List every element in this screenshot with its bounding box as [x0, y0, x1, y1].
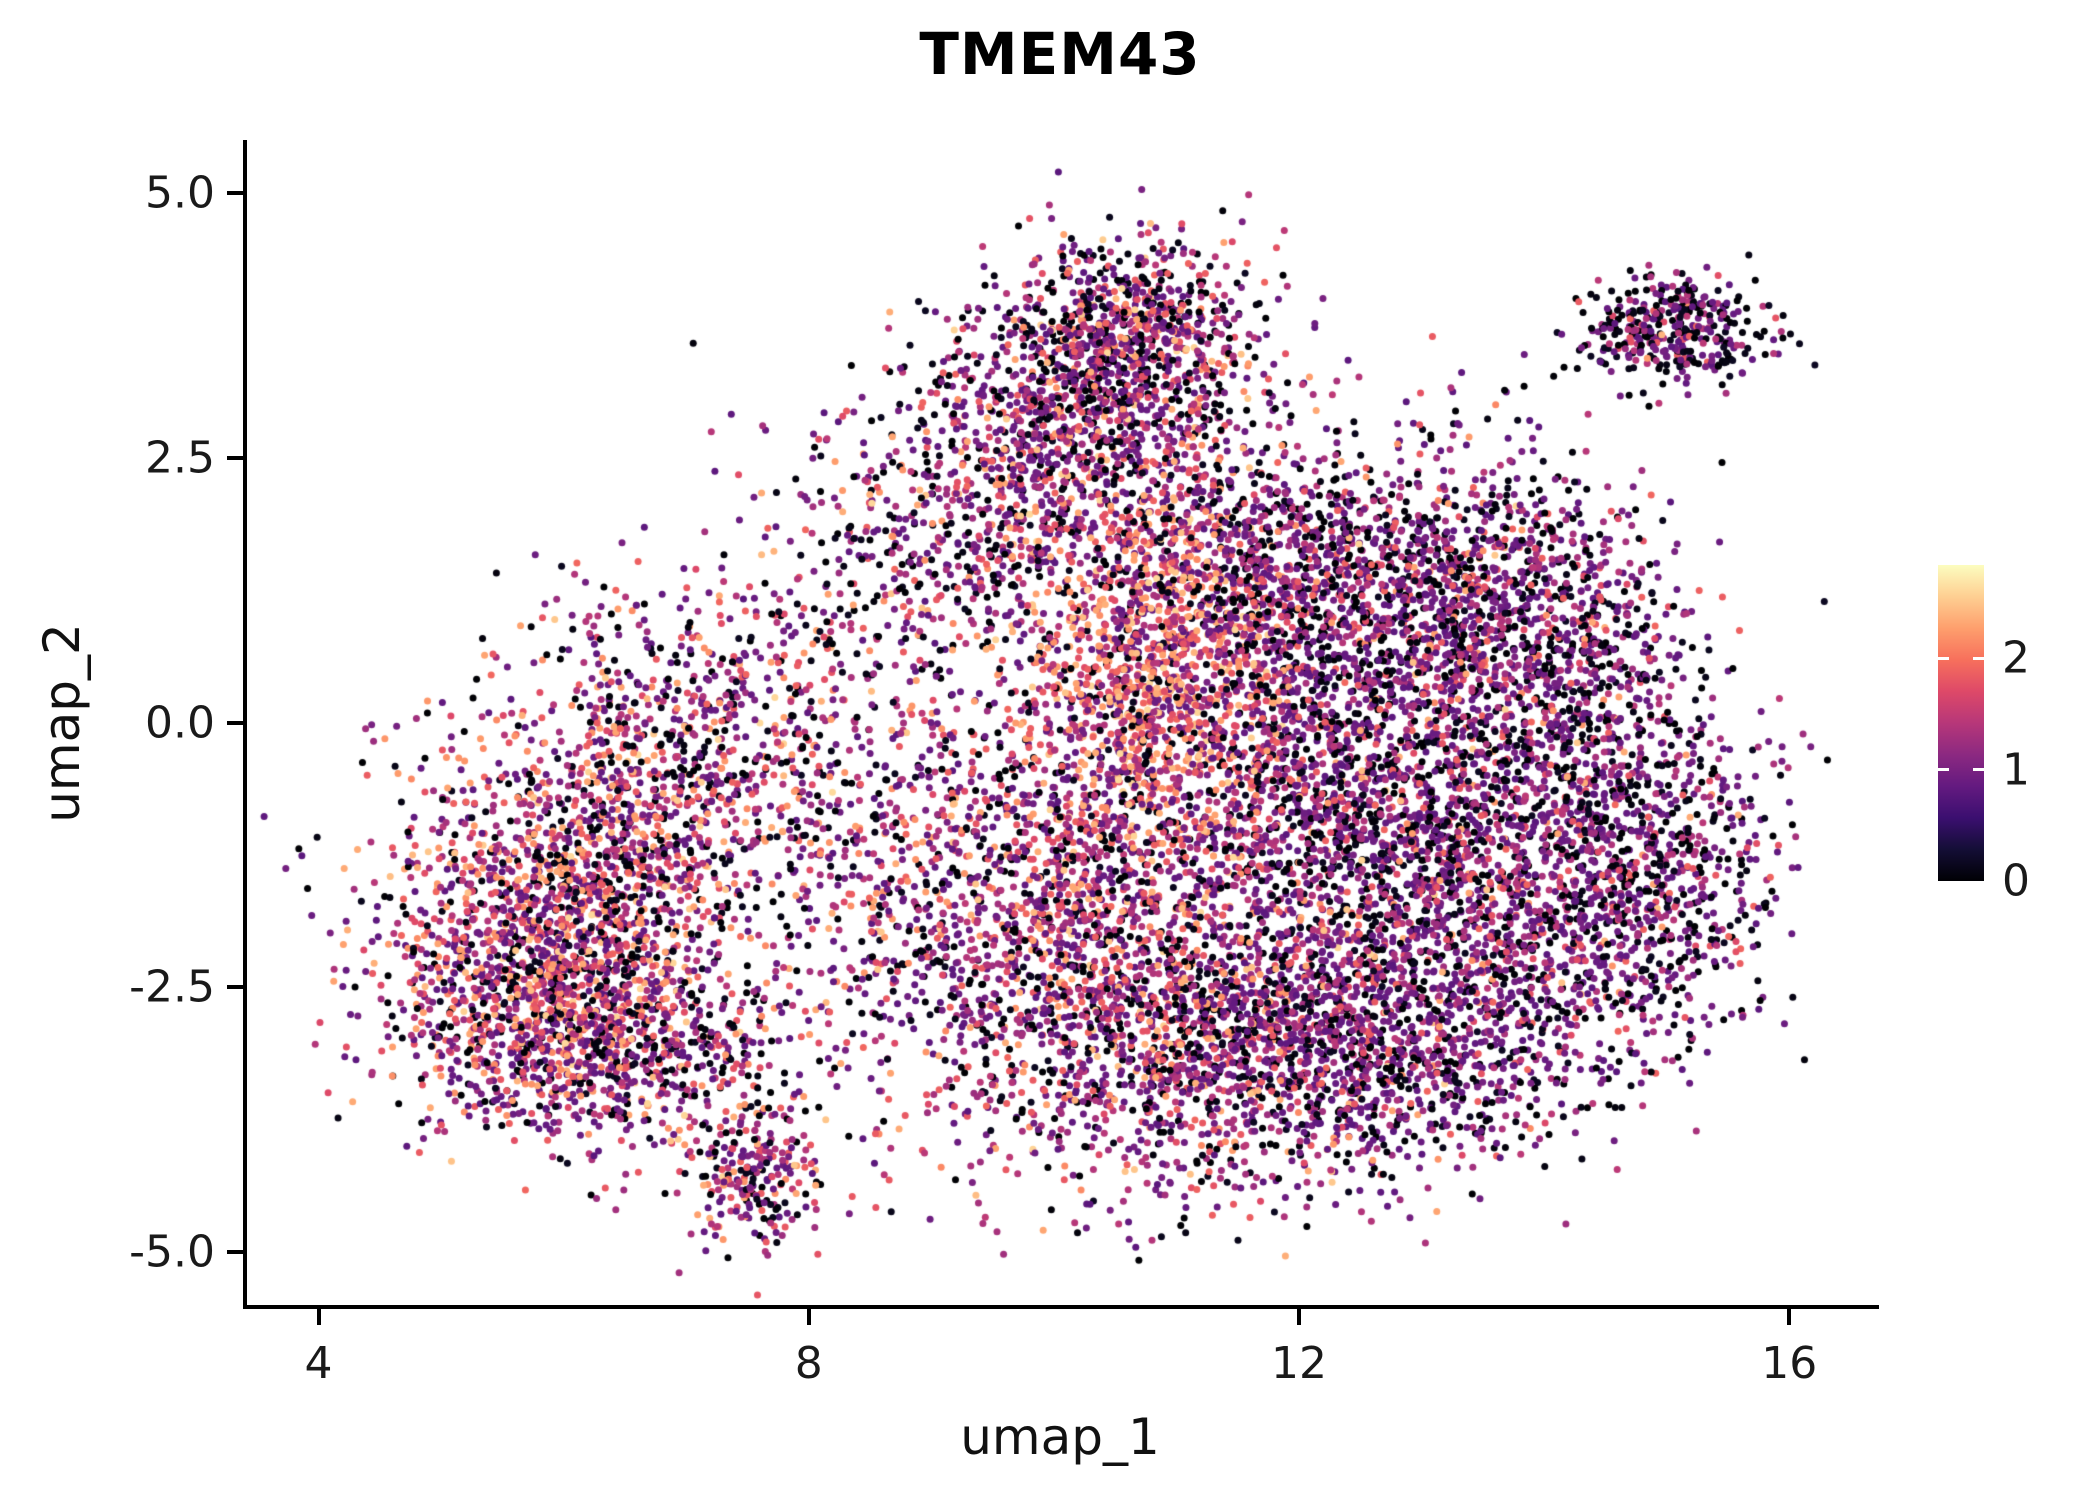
colorbar-tick-label: 2: [2002, 632, 2030, 684]
y-axis-tick: [227, 1250, 243, 1255]
x-axis-tick-label: 8: [794, 1338, 823, 1389]
y-axis-tick: [227, 455, 243, 460]
x-axis-tick-label: 16: [1761, 1338, 1818, 1389]
y-axis-tick: [227, 985, 243, 990]
y-axis-tick-label: -5.0: [129, 1226, 215, 1278]
x-axis-tick: [1787, 1309, 1792, 1325]
colorbar-tick-mark: [1973, 768, 1984, 772]
x-axis-tick: [1296, 1309, 1301, 1325]
colorbar-gradient: [1938, 565, 1984, 881]
colorbar-tick-label: 0: [2002, 855, 2030, 907]
x-axis-tick-label: 4: [304, 1338, 333, 1389]
y-axis-tick-label: 0.0: [145, 697, 215, 748]
y-axis-tick-label: 5.0: [145, 167, 215, 219]
x-axis-tick: [806, 1309, 811, 1325]
x-axis-tick-label: 12: [1270, 1338, 1327, 1389]
colorbar-tick-label: 1: [2002, 744, 2030, 796]
x-axis-tick: [316, 1309, 321, 1325]
y-axis-line: [243, 140, 247, 1309]
y-axis-tick-label: 2.5: [145, 432, 215, 484]
y-axis-tick-label: -2.5: [129, 961, 215, 1013]
y-axis-tick: [227, 190, 243, 195]
colorbar-tick-mark: [1938, 656, 1949, 660]
colorbar-tick-mark: [1938, 768, 1949, 772]
y-axis-tick: [227, 720, 243, 725]
colorbar-tick-mark: [1973, 656, 1984, 660]
x-axis-line: [243, 1305, 1879, 1309]
x-axis-title: umap_1: [960, 1408, 1160, 1466]
